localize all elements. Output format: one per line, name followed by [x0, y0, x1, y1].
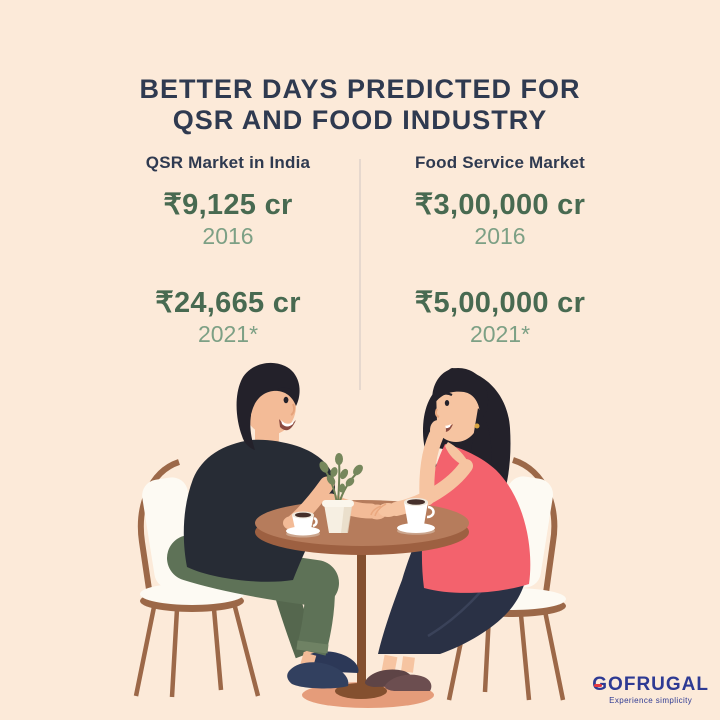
food-service-year-2016: 2016: [474, 223, 526, 249]
food-service-value-2016: ₹3,00,000 cr: [414, 189, 586, 221]
title-line-2: QSR AND FOOD INDUSTRY: [172, 105, 548, 136]
qsr-year-2016: 2016: [202, 223, 254, 249]
qsr-stat-2021: ₹24,665 cr 2021*: [95, 287, 361, 347]
gofrugal-wordmark: GOFRUGAL: [592, 675, 709, 695]
food-service-stat-2016: ₹3,00,000 cr 2016: [367, 189, 633, 249]
woman-hair-fringe: [432, 368, 489, 419]
qsr-column-header: QSR Market in India: [145, 153, 311, 172]
food-service-year-2021: 2021*: [469, 321, 531, 347]
food-service-stat-2021: ₹5,00,000 cr 2021*: [367, 287, 633, 347]
food-service-column-header: Food Service Market: [414, 153, 586, 172]
stat-column-food-service: Food Service Market ₹3,00,000 cr 2016 ₹5…: [367, 153, 633, 347]
gofrugal-logo: GOFRUGAL Experience simplicity: [592, 675, 709, 706]
qsr-year-2021: 2021*: [197, 321, 259, 347]
qsr-value-2016: ₹9,125 cr: [163, 189, 293, 221]
potted-plant: [319, 453, 363, 533]
cafe-illustration: [133, 362, 566, 708]
poster-title: BETTER DAYS PREDICTED FOR QSR AND FOOD I…: [0, 74, 720, 136]
logo-red-dash-icon: [594, 684, 603, 688]
earring: [474, 423, 480, 429]
title-line-1: BETTER DAYS PREDICTED FOR: [139, 74, 581, 105]
stat-column-qsr: QSR Market in India ₹9,125 cr 2016 ₹24,6…: [95, 153, 361, 347]
column-divider: [359, 159, 361, 390]
man-hair: [236, 362, 300, 450]
coffee-cup-right: [397, 498, 435, 535]
logo-name: GOFRUGAL: [592, 674, 709, 695]
qsr-stat-2016: ₹9,125 cr 2016: [95, 189, 361, 249]
food-service-value-2021: ₹5,00,000 cr: [414, 287, 586, 319]
coffee-cup-left: [286, 511, 320, 538]
qsr-value-2021: ₹24,665 cr: [155, 287, 301, 319]
logo-tagline: Experience simplicity: [609, 696, 693, 705]
